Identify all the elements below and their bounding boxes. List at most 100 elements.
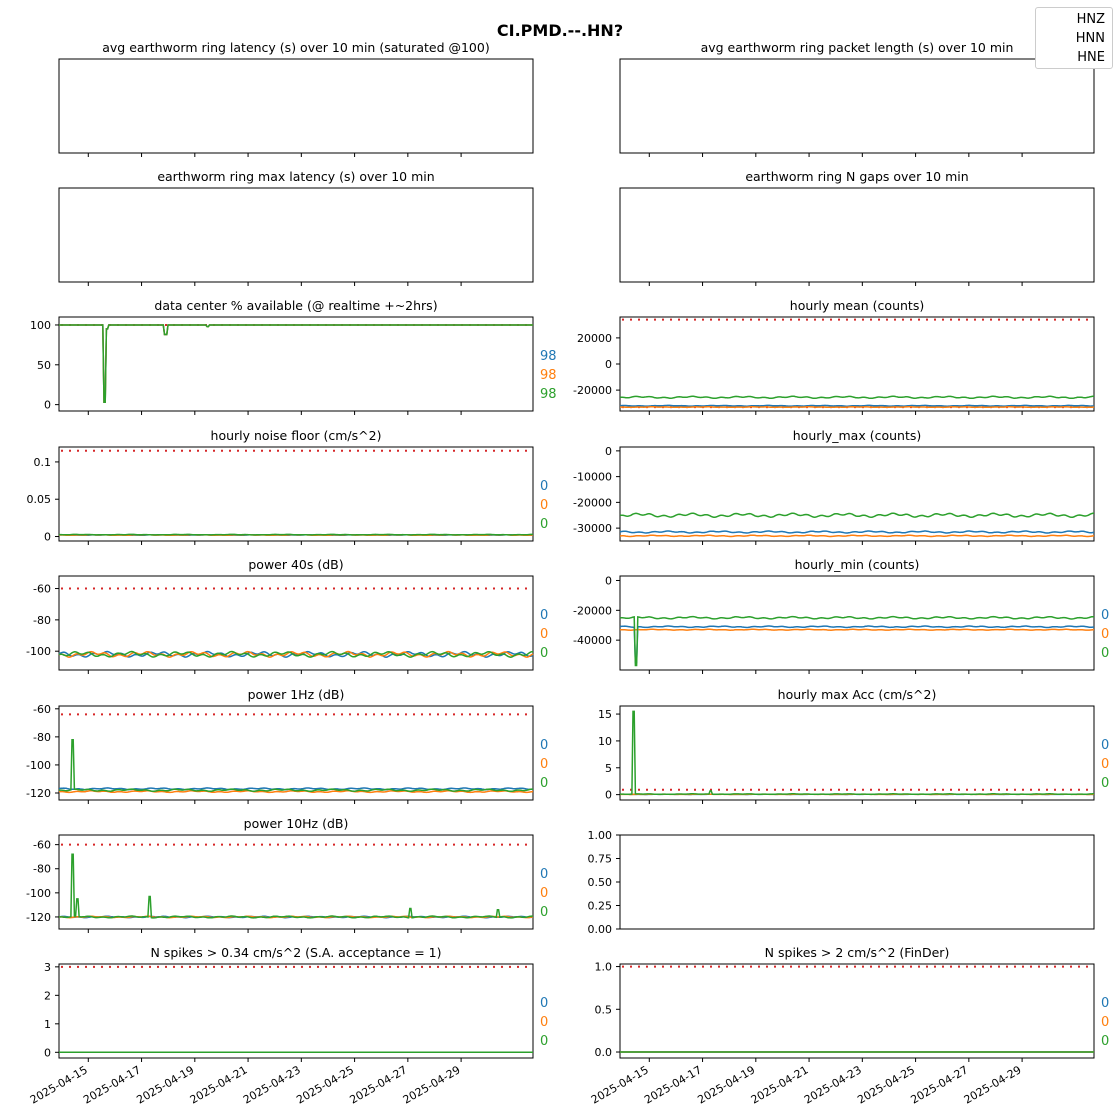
panel-title: hourly max Acc (cm/s^2) xyxy=(778,687,937,702)
series-line-hnn xyxy=(58,650,534,658)
plot-frame xyxy=(58,575,534,671)
y-tick-label: 1.00 xyxy=(588,829,613,842)
series-line-hne xyxy=(59,324,533,403)
panel-title: hourly noise floor (cm/s^2) xyxy=(211,428,382,443)
x-tick-label: 2025-04-19 xyxy=(695,1063,757,1106)
x-tick-label: 2025-04-17 xyxy=(81,1063,143,1106)
panel-title: N spikes > 0.34 cm/s^2 (S.A. acceptance … xyxy=(150,945,441,960)
x-tick-label: 2025-04-27 xyxy=(908,1063,970,1106)
x-tick-label: 2025-04-23 xyxy=(802,1063,864,1106)
plot-frame xyxy=(619,187,1095,283)
series-line-hne xyxy=(58,533,533,536)
y-tick-label: -120 xyxy=(26,787,51,800)
series-line-hnn xyxy=(620,406,1095,409)
y-tick-label: 1 xyxy=(44,1018,51,1031)
plot-frame xyxy=(58,705,534,801)
channel-annotation: 0 xyxy=(1101,738,1109,753)
plot-frame xyxy=(619,575,1095,671)
series-line-hnz xyxy=(58,787,534,791)
x-tick-label: 2025-04-29 xyxy=(962,1063,1024,1106)
y-tick-label: 0.50 xyxy=(588,876,613,889)
legend-item-hnn: HNN xyxy=(1075,31,1105,46)
channel-annotation: 0 xyxy=(540,738,548,753)
plot-frame xyxy=(58,316,534,412)
channel-annotation: 0 xyxy=(1101,776,1109,791)
y-tick-label: -100 xyxy=(26,645,51,658)
figure-title: CI.PMD.--.HN? xyxy=(497,21,623,40)
y-tick-label: -20000 xyxy=(573,496,612,509)
y-tick-label: -120 xyxy=(26,911,51,924)
plot-frame xyxy=(619,58,1095,154)
y-tick-label: -80 xyxy=(33,731,51,744)
x-tick-label: 2025-04-25 xyxy=(855,1063,917,1106)
plot-frame xyxy=(619,963,1095,1059)
series-line-hne xyxy=(619,512,1094,519)
channel-annotation: 0 xyxy=(540,1034,548,1049)
x-tick-label: 2025-04-15 xyxy=(28,1063,90,1106)
channel-annotation: 0 xyxy=(540,996,548,1011)
series-line-hnn xyxy=(619,628,1095,631)
y-tick-label: 0.5 xyxy=(595,1003,613,1016)
panel-title: earthworm ring N gaps over 10 min xyxy=(745,169,968,184)
y-tick-label: -100 xyxy=(26,887,51,900)
y-tick-label: 0.25 xyxy=(588,900,613,913)
y-tick-label: 0.75 xyxy=(588,853,613,866)
x-tick-label: 2025-04-27 xyxy=(347,1063,409,1106)
y-tick-label: 20000 xyxy=(577,332,612,345)
y-tick-label: -80 xyxy=(33,614,51,627)
y-tick-label: 1.0 xyxy=(595,961,613,974)
plot-frame xyxy=(58,963,534,1059)
channel-annotation: 0 xyxy=(540,867,548,882)
y-tick-label: 50 xyxy=(37,359,51,372)
channel-annotation: 0 xyxy=(1101,646,1109,661)
y-tick-label: 0 xyxy=(605,358,612,371)
y-tick-label: -20000 xyxy=(573,604,612,617)
x-tick-label: 2025-04-23 xyxy=(241,1063,303,1106)
panel-title: power 10Hz (dB) xyxy=(244,816,349,831)
legend-item-hne: HNE xyxy=(1077,50,1105,65)
panel-title: earthworm ring max latency (s) over 10 m… xyxy=(157,169,434,184)
series-line-hnz xyxy=(619,404,1095,407)
panel-title: power 40s (dB) xyxy=(248,557,343,572)
plot-frame xyxy=(619,446,1095,542)
series-line-hnz xyxy=(619,530,1095,534)
y-tick-label: 3 xyxy=(44,961,51,974)
series-line-hnn xyxy=(619,534,1095,538)
plot-frame xyxy=(58,58,534,154)
channel-annotation: 98 xyxy=(540,368,557,383)
channel-annotation: 0 xyxy=(540,498,548,513)
plot-frame xyxy=(58,834,534,930)
plot-frame xyxy=(619,834,1095,930)
panel-title: avg earthworm ring packet length (s) ove… xyxy=(701,40,1014,55)
x-tick-label: 2025-04-15 xyxy=(589,1063,651,1106)
y-tick-label: 0.00 xyxy=(588,923,613,936)
series-line-hne xyxy=(619,615,1094,667)
y-tick-label: -20000 xyxy=(573,384,612,397)
panel-title: power 1Hz (dB) xyxy=(248,687,345,702)
x-tick-label: 2025-04-21 xyxy=(188,1063,250,1106)
channel-annotation: 0 xyxy=(540,1015,548,1030)
y-tick-label: 0 xyxy=(44,399,51,412)
channel-annotation: 0 xyxy=(540,757,548,772)
channel-annotation: 0 xyxy=(1101,1034,1109,1049)
y-tick-label: 0 xyxy=(605,445,612,458)
x-tick-label: 2025-04-17 xyxy=(642,1063,704,1106)
channel-annotation: 0 xyxy=(540,608,548,623)
panel-title: data center % available (@ realtime +~2h… xyxy=(154,298,437,313)
channel-annotation: 98 xyxy=(540,387,557,402)
series-line-hnz xyxy=(619,625,1095,664)
channel-annotation: 0 xyxy=(1101,1015,1109,1030)
y-tick-label: -60 xyxy=(33,839,51,852)
legend-item-hnz: HNZ xyxy=(1076,12,1105,27)
channel-annotation: 0 xyxy=(540,776,548,791)
y-tick-label: 2 xyxy=(44,989,51,1002)
y-tick-label: -60 xyxy=(33,583,51,596)
channel-annotation: 0 xyxy=(540,905,548,920)
y-tick-label: 0.0 xyxy=(595,1046,613,1059)
series-line-hne xyxy=(58,738,533,793)
panel-title: hourly_max (counts) xyxy=(793,428,922,443)
channel-annotation: 0 xyxy=(1101,996,1109,1011)
channel-annotation: 0 xyxy=(540,517,548,532)
channel-annotation: 0 xyxy=(540,627,548,642)
